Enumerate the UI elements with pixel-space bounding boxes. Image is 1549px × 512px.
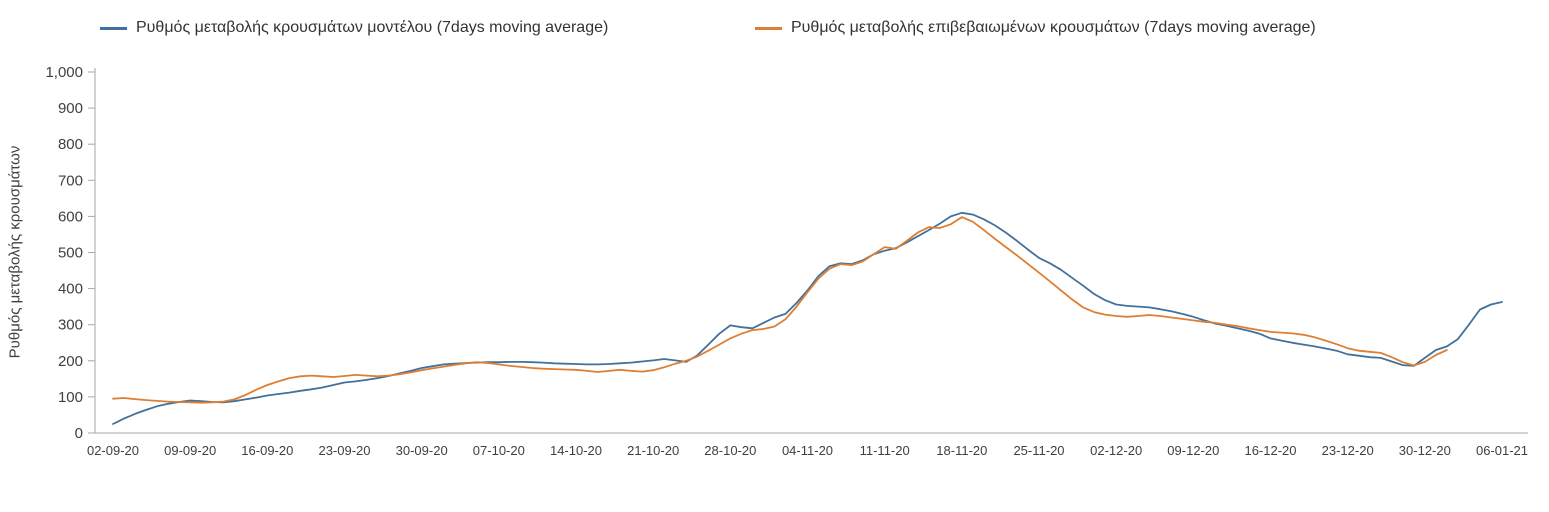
- x-tick-label: 09-09-20: [164, 443, 216, 458]
- y-tick-label: 400: [58, 281, 83, 298]
- legend-item-confirmed[interactable]: Ρυθμός μεταβολής επιβεβαιωμένων κρουσμάτ…: [755, 19, 1316, 37]
- x-tick-label: 30-12-20: [1399, 443, 1451, 458]
- x-tick-label: 11-11-20: [860, 443, 910, 458]
- x-tick-label: 16-12-20: [1244, 443, 1296, 458]
- series-line-1: [112, 216, 1448, 404]
- x-tick-label: 02-09-20: [87, 443, 139, 458]
- x-tick-label: 23-09-20: [318, 443, 370, 458]
- y-tick-label: 200: [58, 353, 83, 370]
- x-tick-label: 07-10-20: [473, 443, 525, 458]
- x-tick-label: 06-01-21: [1476, 443, 1528, 458]
- y-tick-label: 1,000: [45, 64, 83, 81]
- y-tick-label: 600: [58, 208, 83, 225]
- y-tick-label: 500: [58, 245, 83, 262]
- legend-label-model: Ρυθμός μεταβολής κρουσμάτων μοντέλου (7d…: [136, 19, 609, 36]
- x-tick-label: 02-12-20: [1090, 443, 1142, 458]
- x-tick-label: 09-12-20: [1167, 443, 1219, 458]
- x-tick-label: 23-12-20: [1322, 443, 1374, 458]
- y-tick-label: 0: [75, 425, 83, 442]
- x-tick-label: 18-11-20: [936, 443, 987, 458]
- x-tick-label: 30-09-20: [396, 443, 448, 458]
- legend-item-model[interactable]: Ρυθμός μεταβολής κρουσμάτων μοντέλου (7d…: [100, 19, 608, 37]
- x-tick-label: 21-10-20: [627, 443, 679, 458]
- x-tick-label: 16-09-20: [241, 443, 293, 458]
- series-line-0: [112, 211, 1503, 425]
- x-tick-label: 14-10-20: [550, 443, 602, 458]
- legend-swatch-model-icon: [100, 26, 127, 30]
- x-tick-label: 28-10-20: [704, 443, 756, 458]
- x-tick-label: 25-11-20: [1013, 443, 1064, 458]
- y-tick-label: 700: [58, 172, 83, 189]
- y-tick-label: 100: [58, 389, 83, 406]
- y-tick-label: 300: [58, 317, 83, 334]
- legend-swatch-confirmed-icon: [755, 26, 782, 30]
- x-tick-label: 04-11-20: [782, 443, 833, 458]
- legend-label-confirmed: Ρυθμός μεταβολής επιβεβαιωμένων κρουσμάτ…: [791, 19, 1316, 36]
- y-tick-label: 800: [58, 136, 83, 153]
- y-tick-label: 900: [58, 100, 83, 117]
